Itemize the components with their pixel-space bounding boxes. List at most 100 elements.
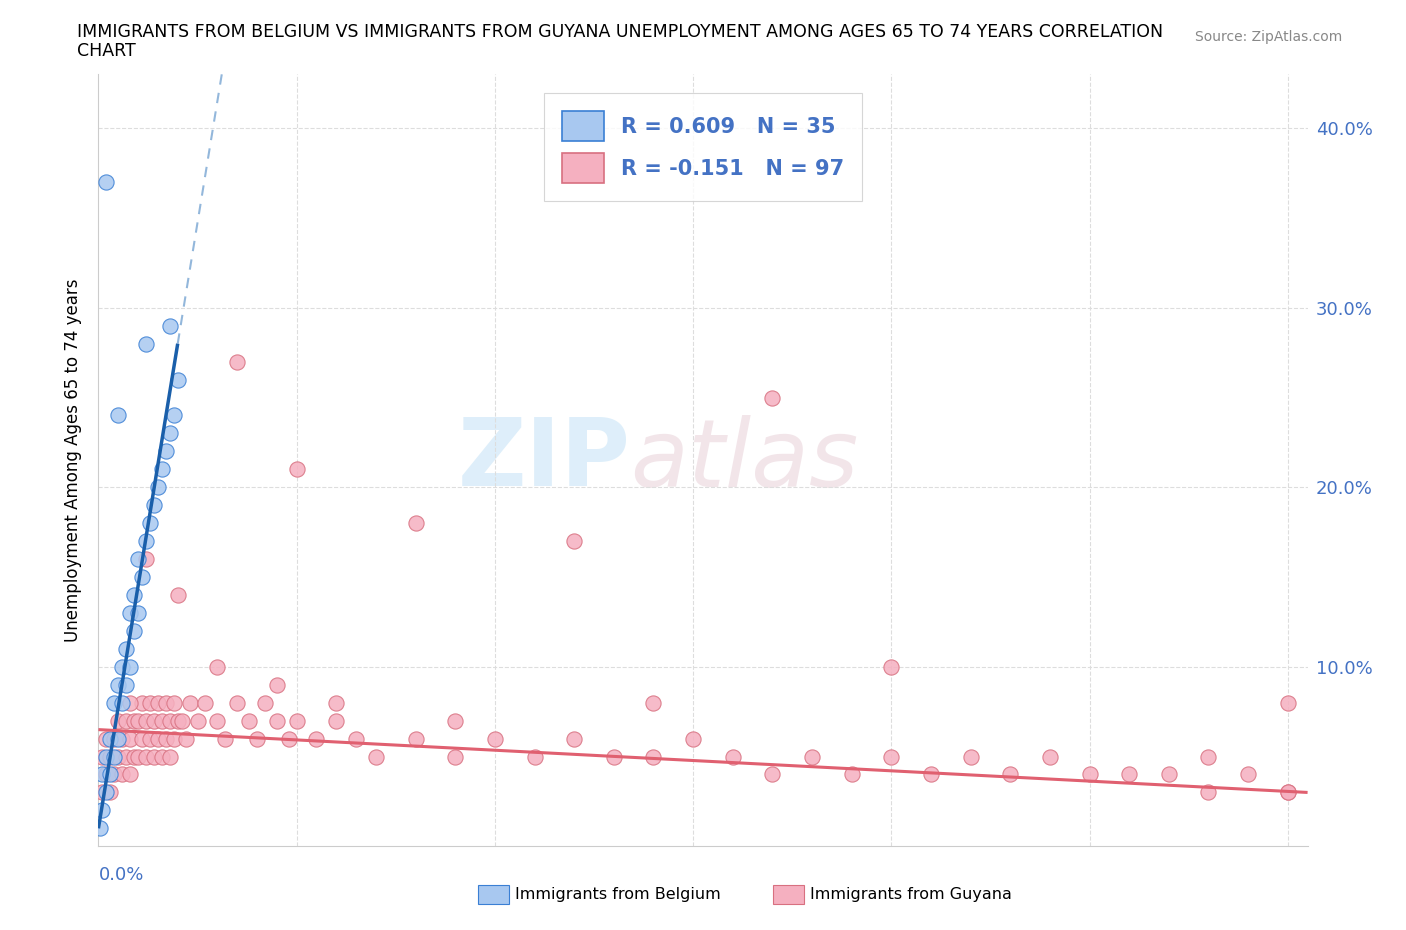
Point — [107, 731, 129, 746]
Point — [444, 713, 467, 728]
Point — [91, 803, 114, 817]
Point — [1237, 767, 1260, 782]
Point — [325, 713, 347, 728]
Point — [761, 767, 783, 782]
Point — [179, 696, 201, 711]
Point — [135, 551, 157, 566]
Text: 0.0%: 0.0% — [98, 866, 143, 884]
Point — [111, 696, 134, 711]
Point — [98, 767, 121, 782]
Point — [163, 696, 186, 711]
Point — [159, 749, 181, 764]
Point — [96, 767, 118, 782]
Point — [122, 749, 145, 764]
Point — [127, 713, 149, 728]
Point — [103, 731, 125, 746]
Point — [1000, 767, 1022, 782]
Point — [155, 696, 177, 711]
Point — [305, 731, 328, 746]
Point — [131, 696, 153, 711]
Point — [91, 767, 114, 782]
Point — [1198, 749, 1220, 764]
Point — [405, 516, 427, 531]
Point — [120, 731, 142, 746]
Point — [107, 408, 129, 423]
Point — [159, 713, 181, 728]
Point — [277, 731, 299, 746]
Point — [155, 731, 177, 746]
Point — [120, 605, 142, 620]
Point — [226, 696, 249, 711]
Point — [1277, 785, 1299, 800]
Point — [253, 696, 276, 711]
Point — [115, 713, 138, 728]
Point — [146, 480, 169, 495]
Point — [150, 713, 173, 728]
Point — [174, 731, 197, 746]
Point — [120, 659, 142, 674]
Point — [120, 696, 142, 711]
Point — [266, 713, 288, 728]
Point — [344, 731, 367, 746]
Point — [207, 713, 229, 728]
Text: ZIP: ZIP — [457, 415, 630, 506]
Point — [111, 731, 134, 746]
Point — [146, 731, 169, 746]
Point — [98, 749, 121, 764]
Point — [127, 551, 149, 566]
Point — [115, 642, 138, 657]
Point — [405, 731, 427, 746]
Point — [266, 677, 288, 692]
Point — [135, 713, 157, 728]
Point — [1277, 696, 1299, 711]
Point — [1277, 785, 1299, 800]
Point — [127, 749, 149, 764]
Point — [959, 749, 981, 764]
Point — [194, 696, 217, 711]
Point — [285, 713, 308, 728]
Point — [91, 785, 114, 800]
Point — [111, 767, 134, 782]
Point — [166, 588, 188, 603]
Point — [246, 731, 269, 746]
Point — [1118, 767, 1140, 782]
Point — [880, 659, 903, 674]
Point — [841, 767, 863, 782]
Point — [139, 696, 162, 711]
Point — [721, 749, 744, 764]
Legend: R = 0.609   N = 35, R = -0.151   N = 97: R = 0.609 N = 35, R = -0.151 N = 97 — [544, 93, 862, 202]
Point — [107, 713, 129, 728]
Point — [127, 605, 149, 620]
Point — [115, 677, 138, 692]
Point — [643, 696, 665, 711]
Point — [166, 713, 188, 728]
Point — [107, 749, 129, 764]
Point — [150, 749, 173, 764]
Text: Source: ZipAtlas.com: Source: ZipAtlas.com — [1195, 30, 1343, 44]
Point — [880, 749, 903, 764]
Point — [98, 785, 121, 800]
Point — [122, 588, 145, 603]
Point — [139, 516, 162, 531]
Point — [89, 821, 111, 836]
Point — [1078, 767, 1101, 782]
Point — [285, 462, 308, 477]
Point — [107, 677, 129, 692]
Point — [1039, 749, 1062, 764]
Point — [238, 713, 260, 728]
Point — [131, 731, 153, 746]
Point — [120, 767, 142, 782]
Point — [159, 426, 181, 441]
Point — [444, 749, 467, 764]
Point — [135, 337, 157, 352]
Point — [207, 659, 229, 674]
Point — [135, 534, 157, 549]
Point — [484, 731, 506, 746]
Point — [163, 408, 186, 423]
Point — [682, 731, 704, 746]
Point — [96, 749, 118, 764]
Bar — [478, 885, 509, 904]
Point — [761, 390, 783, 405]
Point — [142, 498, 165, 512]
Point — [96, 175, 118, 190]
